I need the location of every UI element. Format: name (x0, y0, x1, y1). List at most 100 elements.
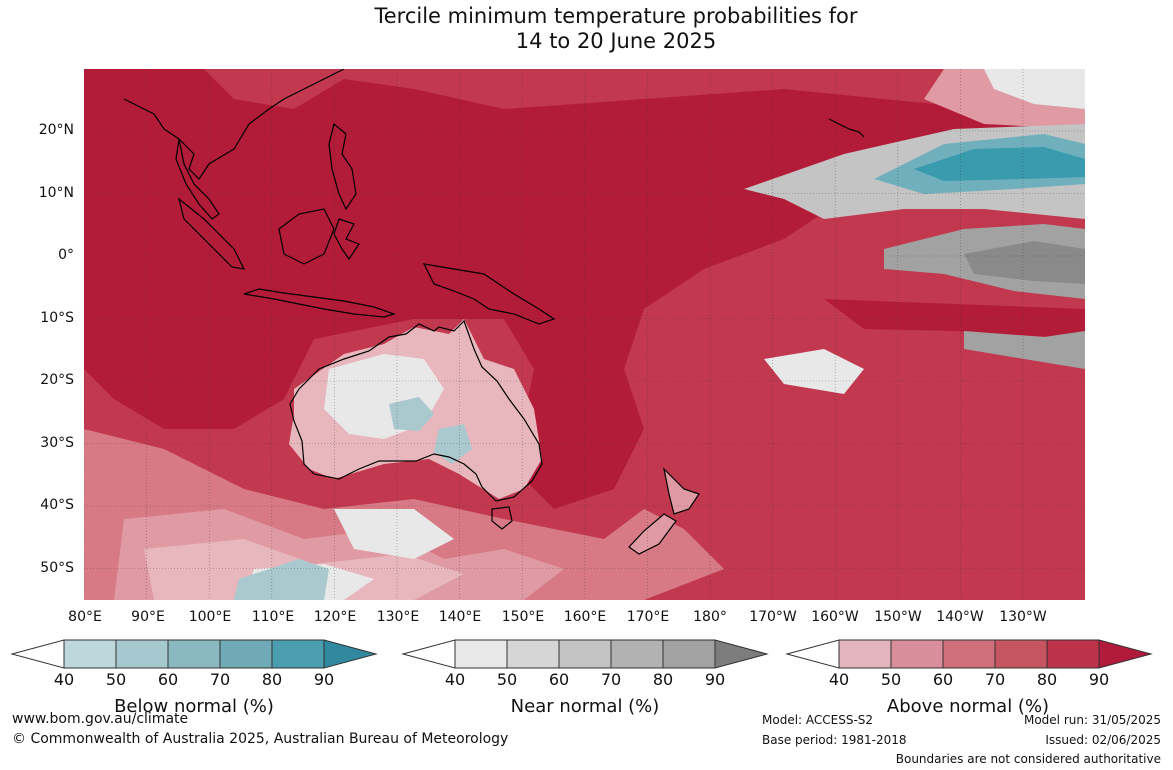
colorbar-above-segment-50-60 (890, 639, 944, 669)
region-below-90 (914, 147, 1085, 181)
lon-label-130e: 130°E (376, 609, 420, 625)
region-near-40-ne (984, 69, 1085, 109)
lon-label-100e: 100°E (188, 609, 232, 625)
tick-label: 50 (880, 670, 902, 689)
colorbar-near-segment-80-90 (662, 639, 716, 669)
australia-below-normal-2 (434, 424, 472, 464)
footer-website: www.bom.gov.au/climate (12, 711, 189, 727)
lon-label-150e: 150°E (501, 609, 545, 625)
tick-label: 90 (1088, 670, 1110, 689)
probability-map (84, 69, 1085, 600)
region-near-90-east (964, 241, 1085, 284)
colorbar-below-arrow-left (10, 639, 65, 669)
graticule (84, 69, 1085, 600)
lon-label-110e: 110°E (251, 609, 295, 625)
region-below-50-south (234, 559, 329, 600)
colorbar-below-segment-50-60 (115, 639, 169, 669)
new-zealand-north (663, 467, 700, 515)
colorbar-above-segment-70-80 (994, 639, 1048, 669)
colorbar-near-label: Near normal (%) (510, 696, 660, 717)
lon-label-120e: 120°E (313, 609, 357, 625)
colorbar-above-segment-80-90 (1046, 639, 1100, 669)
colorbar-above-segment-40-50 (838, 639, 892, 669)
footer-copyright: © Commonwealth of Australia 2025, Austra… (12, 731, 509, 747)
lat-label-0: 0° (58, 247, 74, 263)
sulawesi-coastline (333, 218, 360, 261)
colorbar-above-arrow-right (1098, 639, 1153, 669)
footer-model-run: Model run: 31/05/2025 (1023, 713, 1161, 727)
lat-label-40s: 40°S (40, 497, 74, 513)
colorbar-below-segment-40-50 (63, 639, 117, 669)
hawaii-coastline (828, 118, 865, 138)
colorbar-below-arrow-right (323, 639, 378, 669)
tick-label: 60 (548, 670, 570, 689)
colorbar-below-segment-70-80 (219, 639, 273, 669)
title-line-2: 14 to 20 June 2025 (515, 29, 717, 53)
tick-label: 50 (105, 670, 127, 689)
tick-label: 80 (1036, 670, 1058, 689)
lon-label-130w: 130°W (999, 609, 1047, 625)
australia-below-normal (389, 397, 434, 431)
colorbar-near-segment-70-80 (610, 639, 664, 669)
philippines-coastline (328, 122, 357, 211)
colorbar-near-arrow-right (714, 639, 769, 669)
map-canvas (84, 69, 1085, 600)
lat-label-10n: 10°N (38, 185, 74, 201)
tick-label: 40 (828, 670, 850, 689)
tick-label: 60 (932, 670, 954, 689)
java-coastline (243, 288, 396, 318)
colorbar-below-normal (10, 639, 378, 669)
colorbar-above-arrow-left (785, 639, 840, 669)
colorbar-above-label: Above normal (%) (886, 696, 1050, 717)
lon-label-140w: 140°W (936, 609, 984, 625)
lon-label-180: 180° (693, 609, 727, 625)
colorbar-near-segment-40-50 (454, 639, 508, 669)
lon-label-160w: 160°W (811, 609, 859, 625)
lon-label-170e: 170°E (626, 609, 670, 625)
colorbar-below-label: Below normal (%) (114, 696, 274, 717)
colorbar-near-normal (401, 639, 769, 669)
tick-label: 90 (704, 670, 726, 689)
tick-label: 80 (652, 670, 674, 689)
region-near-40-south-2 (334, 509, 454, 559)
footer-base-period: Base period: 1981-2018 (762, 733, 907, 747)
colorbar-below-segment-80-90 (271, 639, 325, 669)
australia-coastline (289, 319, 543, 502)
tick-label: 60 (157, 670, 179, 689)
borneo-coastline (278, 208, 335, 265)
region-near-40-mid-pacific (764, 349, 864, 394)
tick-label: 50 (496, 670, 518, 689)
lon-label-170w: 170°W (749, 609, 797, 625)
lat-label-10s: 10°S (40, 310, 74, 326)
lat-label-50s: 50°S (40, 560, 74, 576)
map-title: Tercile minimum temperature probabilitie… (0, 4, 1173, 54)
tick-label: 70 (600, 670, 622, 689)
lon-label-90e: 90°E (131, 609, 165, 625)
tick-label: 40 (444, 670, 466, 689)
colorbar-near-arrow-left (401, 639, 456, 669)
footer-model: Model: ACCESS-S2 (762, 713, 874, 727)
tick-label: 70 (209, 670, 231, 689)
title-line-1: Tercile minimum temperature probabilitie… (374, 4, 858, 28)
colorbar-near-segment-60-70 (558, 639, 612, 669)
tick-label: 80 (261, 670, 283, 689)
sumatra-coastline (177, 197, 246, 270)
lat-label-20n: 20°N (38, 122, 74, 138)
region-above-90-east (824, 299, 1085, 339)
malay-peninsula-coastline (175, 138, 220, 220)
colorbar-above-normal (785, 639, 1153, 669)
tick-label: 90 (313, 670, 335, 689)
lon-label-160e: 160°E (563, 609, 607, 625)
footer-disclaimer: Boundaries are not considered authoritat… (895, 752, 1161, 766)
lon-label-140e: 140°E (438, 609, 482, 625)
colorbar-near-segment-50-60 (506, 639, 560, 669)
colorbar-above-segment-60-70 (942, 639, 996, 669)
lon-label-150w: 150°W (874, 609, 922, 625)
new-zealand-south (628, 513, 677, 555)
tasmania-coastline (491, 506, 513, 530)
colorbar-below-segment-60-70 (167, 639, 221, 669)
footer-issued: Issued: 02/06/2025 (1045, 733, 1161, 747)
tick-label: 70 (984, 670, 1006, 689)
tick-label: 40 (53, 670, 75, 689)
region-near-80-south-east (964, 331, 1085, 369)
